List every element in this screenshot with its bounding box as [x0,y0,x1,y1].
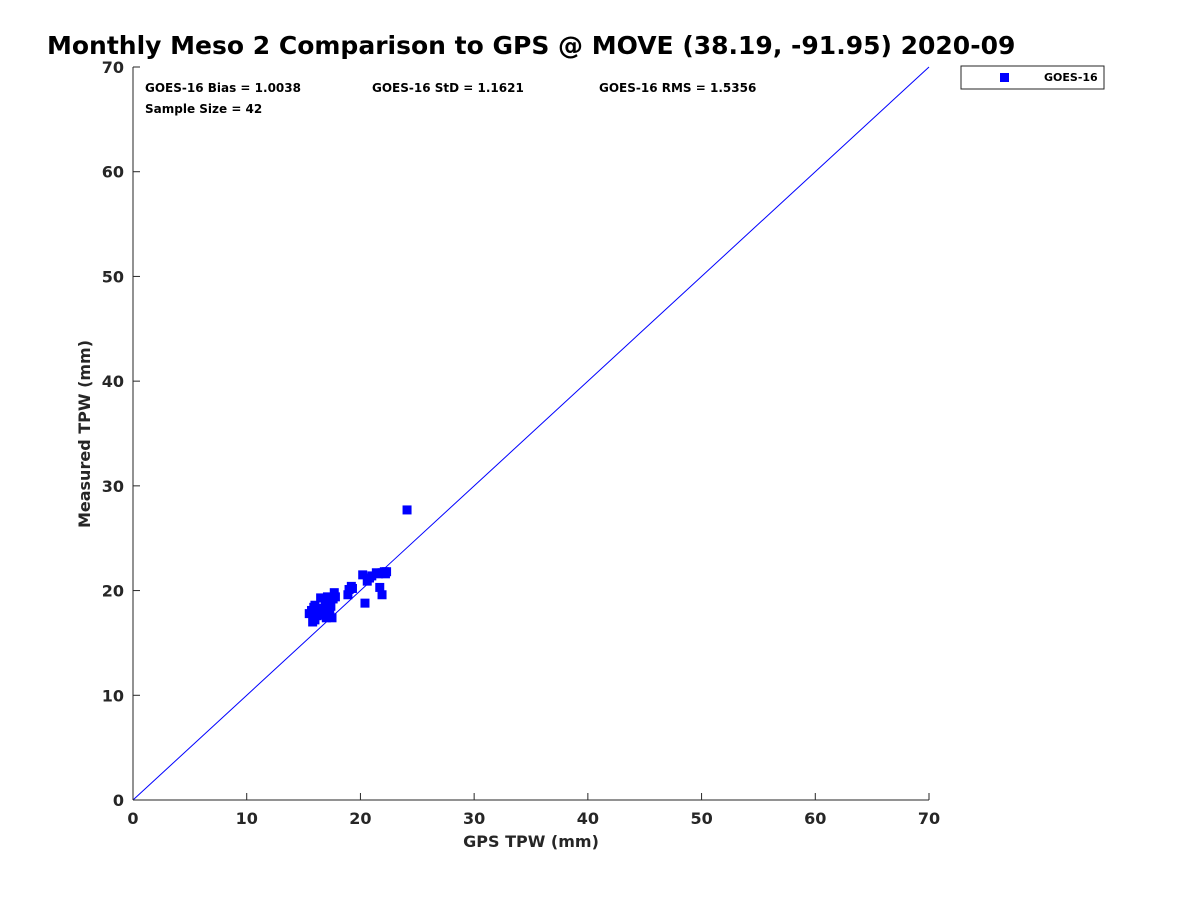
data-point [330,592,340,602]
data-point [382,567,392,577]
data-point [316,593,326,603]
chart-title: Monthly Meso 2 Comparison to GPS @ MOVE … [47,31,1015,60]
x-tick-label: 10 [236,809,258,828]
y-tick-label: 10 [102,686,124,705]
y-tick-label: 0 [113,791,124,810]
data-point [402,505,412,515]
stat-bias: GOES-16 Bias = 1.0038 [145,81,301,95]
x-tick-label: 0 [127,809,138,828]
y-axis-label: Measured TPW (mm) [75,340,94,528]
data-point [347,583,357,593]
plot-area [132,66,930,801]
data-point [358,570,368,580]
legend: GOES-16 [960,65,1105,90]
y-tick-label: 20 [102,582,124,601]
y-ticks: 0 10 20 30 40 50 60 70 [102,58,140,810]
x-tick-label: 60 [804,809,826,828]
data-point [377,590,387,600]
legend-marker-goes16 [1000,73,1009,82]
data-points-group [304,505,412,627]
x-axis-label: GPS TPW (mm) [463,832,599,851]
y-tick-label: 70 [102,58,124,77]
one-to-one-line [132,66,930,801]
stat-std: GOES-16 StD = 1.1621 [372,81,524,95]
stat-sample-size: Sample Size = 42 [145,102,262,116]
data-point [327,613,337,623]
x-tick-label: 40 [577,809,599,828]
data-point [325,604,335,614]
y-tick-label: 60 [102,163,124,182]
x-tick-label: 20 [349,809,371,828]
data-point [343,590,353,600]
y-tick-label: 40 [102,372,124,391]
data-point [360,598,370,608]
data-point [310,600,320,610]
x-tick-label: 30 [463,809,485,828]
data-point [322,592,332,602]
stat-rms: GOES-16 RMS = 1.5356 [599,81,756,95]
y-tick-label: 50 [102,267,124,286]
x-tick-label: 70 [918,809,940,828]
reference-line-group [132,66,930,801]
data-point [367,571,377,581]
x-ticks: 0 10 20 30 40 50 60 70 [127,793,940,828]
data-point [375,582,385,592]
x-tick-label: 50 [690,809,712,828]
legend-label-goes16: GOES-16 [1044,71,1098,84]
legend-box [960,65,1105,90]
y-tick-label: 30 [102,477,124,496]
